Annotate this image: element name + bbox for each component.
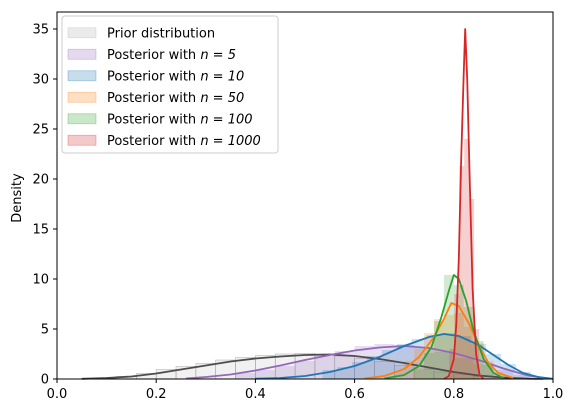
posterior-100-hist-bar (483, 365, 494, 379)
x-tick-label: 0.0 (47, 387, 68, 402)
legend-label: Prior distribution (107, 26, 215, 41)
y-tick-label: 35 (32, 23, 49, 38)
posterior-5-hist-bar (235, 373, 256, 379)
legend-swatch (67, 91, 97, 103)
posterior-50-hist-bar (463, 327, 474, 379)
posterior-50-kde-line (364, 302, 514, 380)
posterior-100-hist-bar (463, 307, 474, 379)
legend-series-name: Prior distribution (107, 26, 215, 41)
posterior-5-hist-bar (433, 352, 454, 379)
legend-sample-size: n = 50 (200, 91, 244, 106)
y-tick-label: 15 (32, 223, 49, 238)
posterior-5-hist-bar (334, 351, 355, 379)
legend-sample-size: n = 10 (200, 69, 244, 84)
posterior-100-kde-line (384, 274, 504, 380)
x-tick-label: 0.8 (443, 387, 464, 402)
posterior-50-hist-bar (443, 315, 454, 379)
x-tick-label: 1.0 (543, 387, 564, 402)
legend-label: Posterior with n = 100 (107, 112, 253, 127)
posterior-50-hist-bar (404, 361, 415, 379)
axes: 0.0 0.2 0.4 0.6 0.8 1.0 0 5 10 15 20 25 30 35 (32, 11, 564, 402)
legend-series-name: Posterior with (107, 69, 200, 84)
legend-series-name: Posterior with (107, 134, 200, 149)
posterior-100-hist-bar (414, 370, 425, 379)
posterior-10-kde-line (255, 333, 554, 380)
x-tick-label: 0.4 (245, 387, 266, 402)
posterior-5-hist-bar (513, 375, 534, 379)
legend-series-name: Posterior with (107, 91, 200, 106)
y-tick-label: 30 (32, 73, 49, 88)
posterior-10-hist-bar (381, 350, 397, 379)
legend-series-name: Posterior with (107, 48, 200, 63)
posterior-50-hist-bar (483, 361, 494, 379)
posterior-5-hist-bar (275, 366, 296, 379)
legend-sample-size: n = 100 (200, 112, 252, 127)
plot-area (81, 28, 554, 380)
posterior-50-hist-bar (414, 349, 425, 379)
legend-label: Posterior with n = 50 (107, 91, 244, 106)
posterior-100-hist-bar (424, 353, 434, 379)
posterior-10-hist-bar (322, 370, 338, 379)
posterior-10-hist-bar (441, 333, 457, 379)
posterior-50-hist-bar (424, 333, 434, 379)
prior-kde-line (81, 353, 544, 380)
posterior-10-hist-bar (515, 372, 531, 379)
legend-label: Posterior with n = 10 (107, 69, 244, 84)
legend-sample-size: n = 1000 (200, 134, 260, 149)
axes-frame (56, 11, 554, 380)
posterior-10-hist-bar (367, 356, 382, 379)
posterior-100-hist-bar (453, 285, 464, 379)
y-tick-label: 20 (32, 173, 49, 188)
posterior-50-hist-bar (473, 343, 484, 379)
legend-label: Posterior with n = 1000 (107, 134, 261, 149)
posterior-10-hist-bar (456, 336, 472, 379)
legend-swatch (67, 70, 97, 82)
posterior-1000-hist-bar (469, 199, 475, 379)
y-tick-label: 10 (32, 273, 49, 288)
x-tick-label: 0.2 (146, 387, 167, 402)
posterior-1000-kde-line (443, 28, 485, 380)
legend-sample-size: n = 5 (200, 48, 236, 63)
legend-box (61, 15, 279, 154)
legend-label: Posterior with n = 5 (107, 48, 236, 63)
legend-swatch (67, 113, 97, 125)
y-axis-label: Density (10, 173, 25, 223)
posterior-1000-hist-bar (459, 166, 465, 379)
legend-series-name: Posterior with (107, 112, 200, 127)
y-tick-label: 0 (41, 373, 49, 388)
posterior-5-hist-bar (255, 370, 276, 379)
y-tick-label: 25 (32, 123, 49, 138)
x-tick-label: 0.6 (344, 387, 365, 402)
legend-swatch (67, 134, 97, 146)
posterior-50-hist-bar (433, 319, 444, 379)
y-tick-label: 5 (41, 323, 49, 338)
legend-swatch (67, 27, 97, 39)
posterior-100-hist-bar (443, 275, 454, 379)
posterior-1000-hist-bar (464, 139, 470, 379)
legend-swatch (67, 48, 97, 60)
posterior-50-hist-bar (453, 313, 464, 379)
